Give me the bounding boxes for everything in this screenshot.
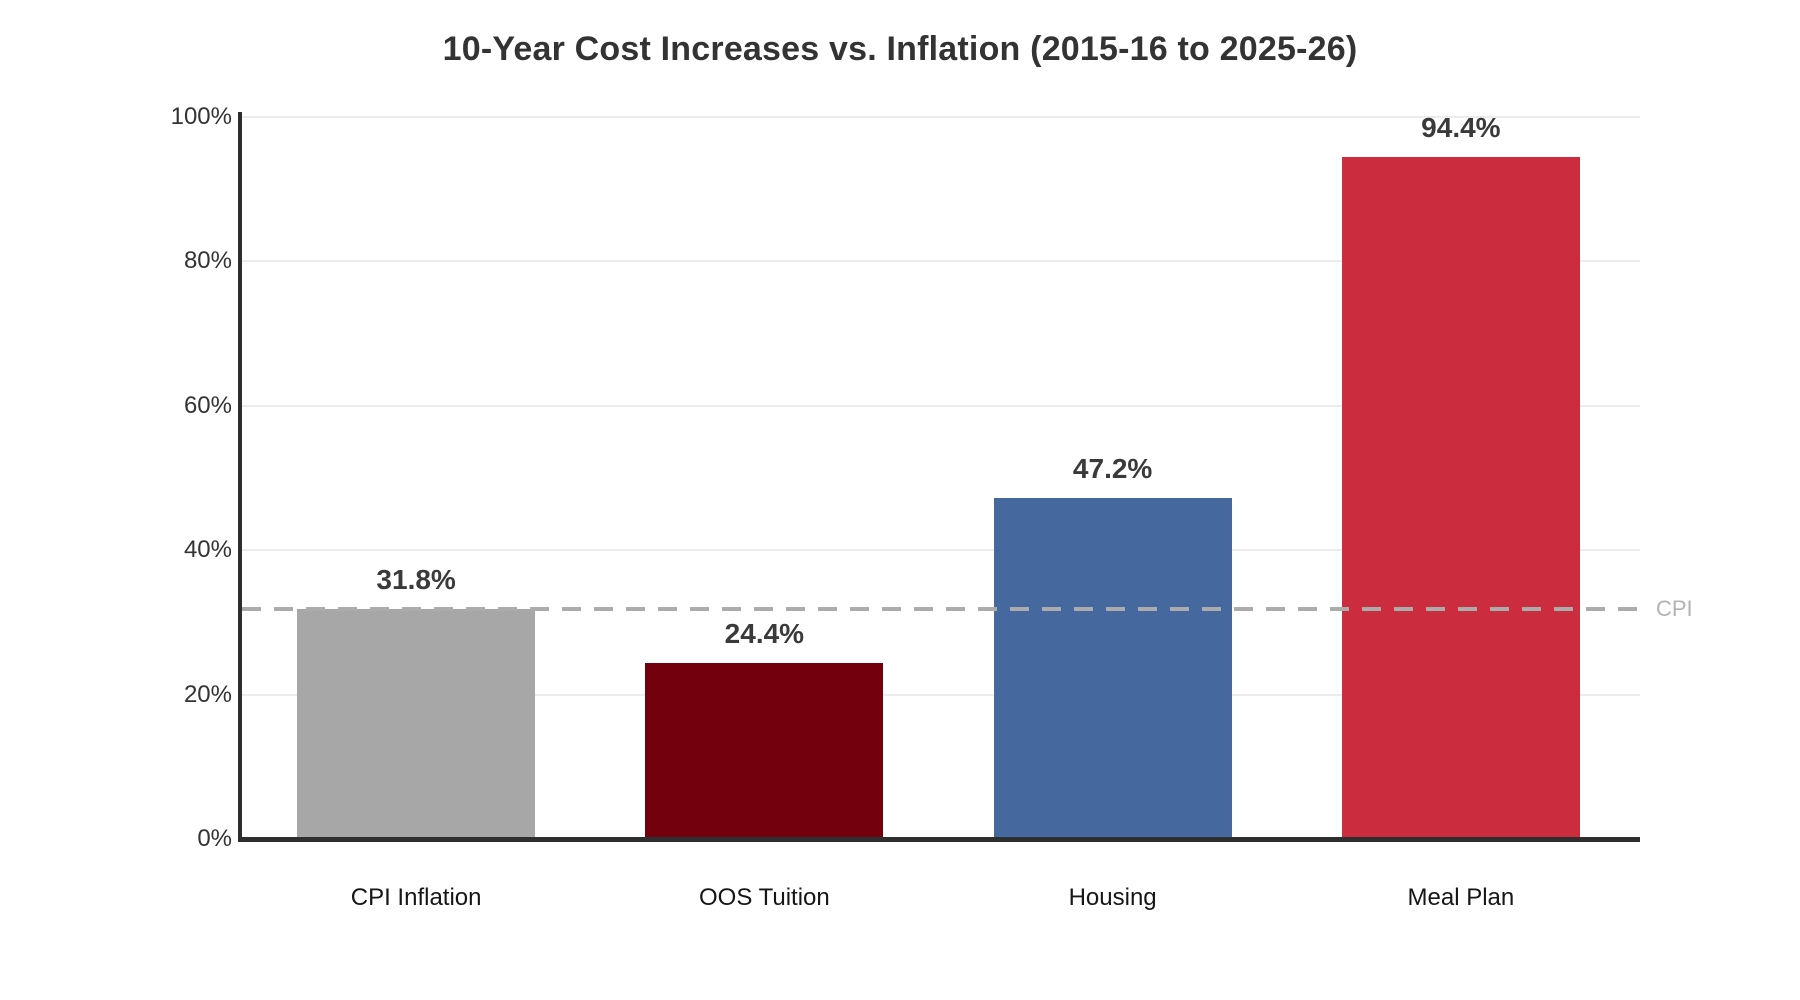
gridline-40 bbox=[242, 549, 1640, 552]
bar-cpi-inflation bbox=[297, 609, 536, 839]
cpi-reference-line-label: CPI bbox=[1656, 596, 1693, 622]
gridline-60 bbox=[242, 404, 1640, 407]
y-tick-label-80: 80% bbox=[183, 247, 232, 275]
x-category-label-housing: Housing bbox=[1068, 884, 1157, 911]
x-category-label-meal-plan: Meal Plan bbox=[1407, 884, 1515, 911]
x-axis-line bbox=[238, 837, 1640, 842]
bar-value-label-housing: 47.2% bbox=[1072, 453, 1153, 485]
y-tick-label-20: 20% bbox=[183, 680, 232, 708]
cpi-reference-line bbox=[242, 607, 1643, 612]
bar-value-label-oos-tuition: 24.4% bbox=[724, 617, 805, 649]
y-axis-line bbox=[238, 112, 242, 842]
gridline-80 bbox=[242, 260, 1640, 263]
y-tick-label-100: 100% bbox=[170, 103, 232, 130]
y-tick-label-0: 0% bbox=[197, 825, 232, 852]
bar-value-label-cpi-inflation: 31.8% bbox=[376, 564, 456, 596]
bar-value-label-meal-plan: 94.4% bbox=[1421, 112, 1501, 144]
gridline-20 bbox=[242, 693, 1640, 696]
x-category-label-cpi-inflation: CPI Inflation bbox=[350, 884, 482, 911]
gridline-100 bbox=[242, 116, 1640, 118]
bar-housing bbox=[993, 498, 1232, 839]
bar-meal-plan bbox=[1341, 157, 1580, 839]
chart-title: 10-Year Cost Increases vs. Inflation (20… bbox=[442, 30, 1358, 68]
x-category-label-oos-tuition: OOS Tuition bbox=[699, 884, 830, 911]
y-tick-label-40: 40% bbox=[183, 536, 232, 564]
y-tick-label-60: 60% bbox=[183, 391, 232, 419]
bar-oos-tuition bbox=[645, 662, 884, 839]
